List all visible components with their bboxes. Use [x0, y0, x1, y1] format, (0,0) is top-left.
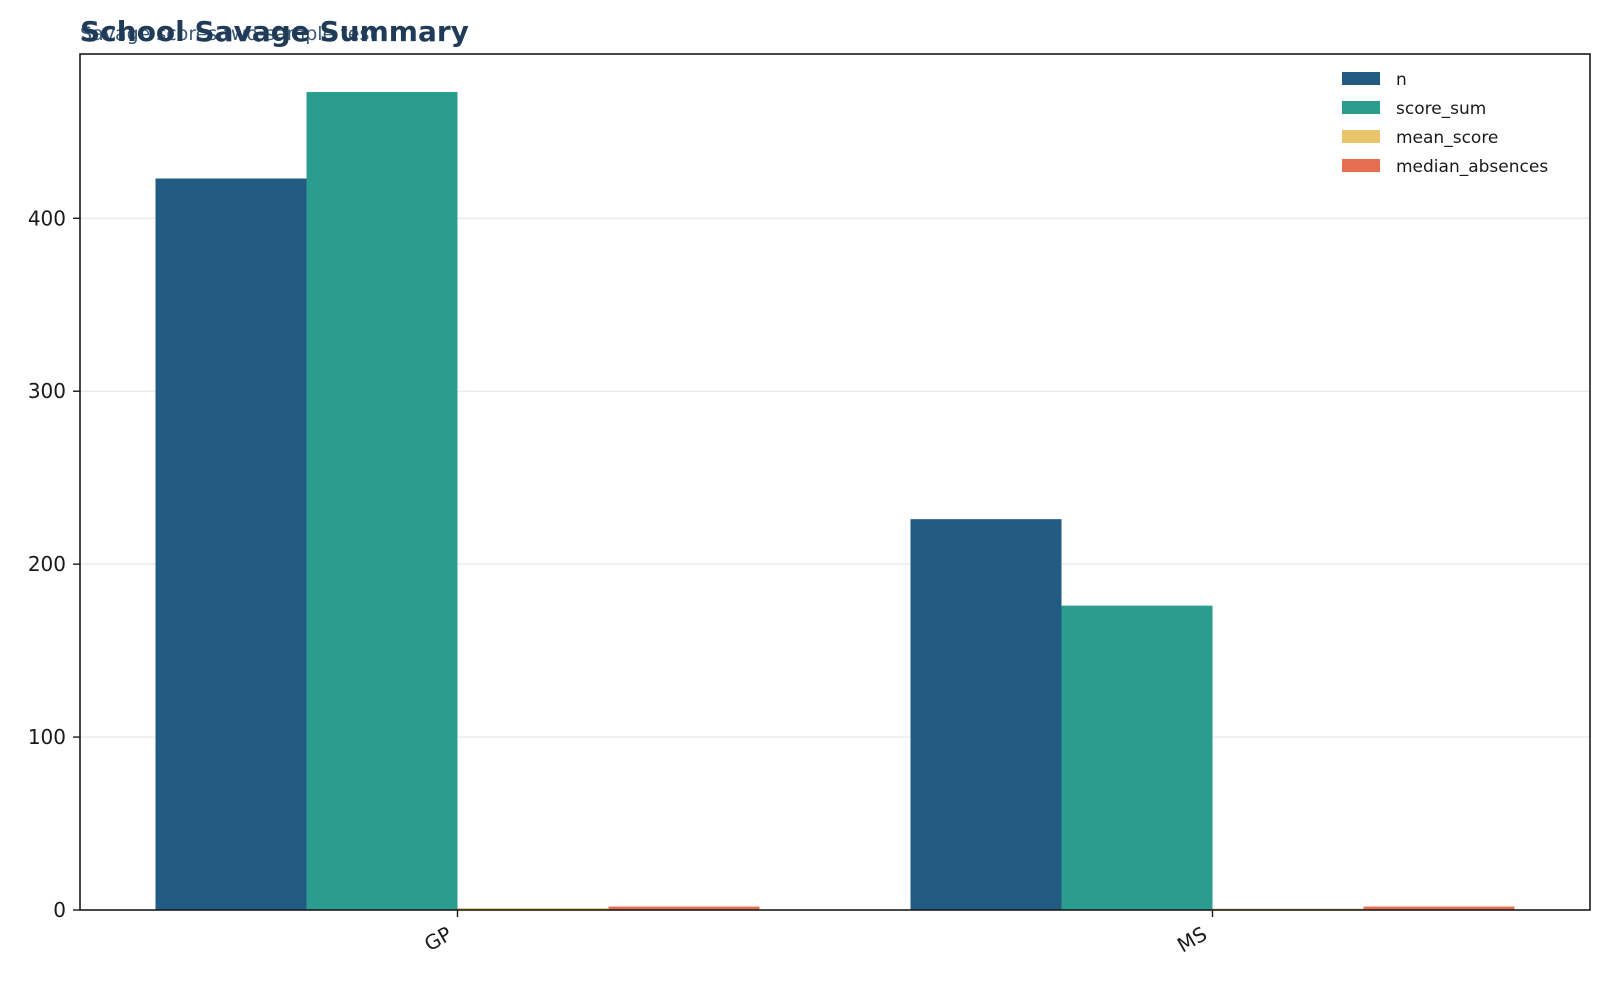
- legend-swatch-mean_score: [1342, 130, 1380, 143]
- y-tick-label: 200: [28, 552, 66, 576]
- y-axis: 0 100 200 300 400: [28, 206, 80, 922]
- bar-median_absences-MS: [1363, 906, 1515, 910]
- bar-median_absences-GP: [608, 906, 760, 910]
- bar-score_sum-MS: [1061, 605, 1213, 910]
- x-tick-label: MS: [1173, 922, 1211, 958]
- bar-score_sum-GP: [306, 92, 458, 911]
- legend: n score_sum mean_score median_absences: [1342, 70, 1548, 177]
- chart-title: School Savage Summary: [80, 15, 469, 48]
- bar-n-MS: [910, 519, 1062, 910]
- legend-label-n: n: [1396, 70, 1407, 90]
- bar-mean_score-GP: [457, 908, 609, 910]
- plot-frame: [79, 53, 1591, 911]
- bar-n-GP: [155, 178, 307, 910]
- legend-swatch-n: [1342, 72, 1380, 85]
- chart-subtitle: Savage scores two-sample test: [80, 23, 377, 45]
- x-axis: GP MS: [420, 910, 1214, 958]
- legend-label-median_absences: median_absences: [1396, 157, 1548, 177]
- y-tick-label: 100: [28, 725, 66, 749]
- bars: [155, 92, 1515, 911]
- legend-swatch-median_absences: [1342, 159, 1380, 172]
- y-tick-label: 0: [53, 898, 66, 922]
- legend-swatch-score_sum: [1342, 101, 1380, 114]
- legend-label-mean_score: mean_score: [1396, 128, 1498, 148]
- x-tick-label: GP: [420, 922, 456, 957]
- y-tick-label: 300: [28, 379, 66, 403]
- legend-label-score_sum: score_sum: [1396, 99, 1486, 119]
- y-tick-label: 400: [28, 206, 66, 230]
